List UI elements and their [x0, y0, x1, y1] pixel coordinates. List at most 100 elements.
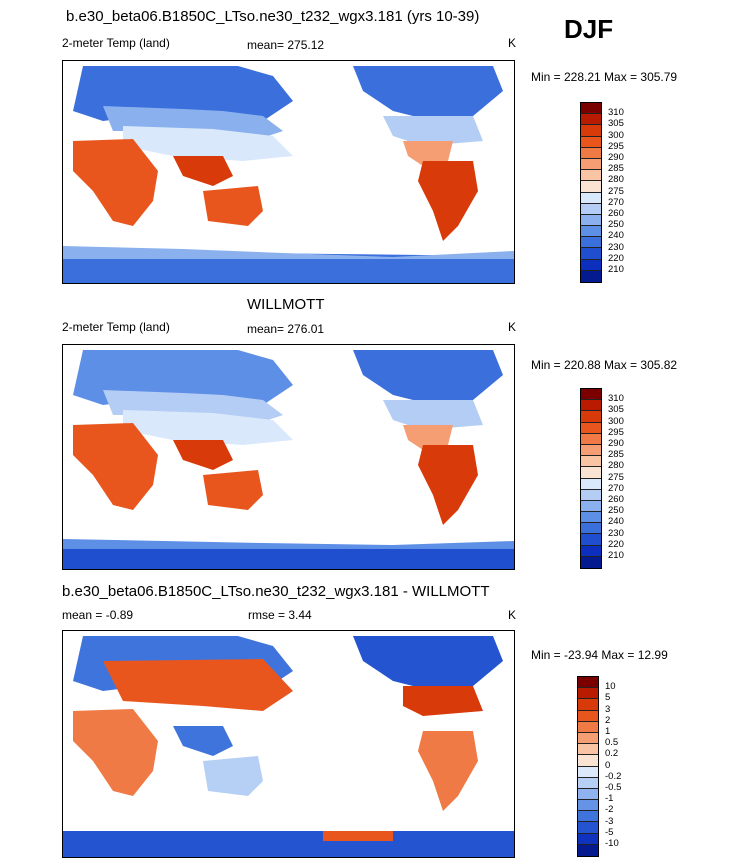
panel-2-colorbar-swatch — [581, 411, 601, 423]
panel-3-minmax: Min = -23.94 Max = 12.99 — [531, 648, 668, 662]
panel-2-minmax: Min = 220.88 Max = 305.82 — [531, 358, 678, 372]
panel-1-colorbar-swatch — [581, 170, 601, 182]
panel-1-colorbar-swatch — [581, 181, 601, 193]
panel-1-colorbar-swatch — [581, 103, 601, 115]
panel-2-colorbar-swatch — [581, 467, 601, 479]
panel-2-colorbar-tick-label: 290 — [608, 438, 624, 449]
panel-2-colorbar-tick-label: 305 — [608, 404, 624, 416]
panel-3-colorbar-tick-label: 2 — [605, 714, 611, 726]
panel-2-title: WILLMOTT — [247, 296, 325, 313]
panel-2-colorbar-swatch — [581, 456, 601, 468]
panel-1-colorbar-swatch — [581, 248, 601, 260]
panel-3-colorbar-tick-label: -1 — [605, 793, 614, 805]
panel-1-colorbar-tick-label: 300 — [608, 129, 624, 141]
panel-1-colorbar-swatch — [581, 270, 601, 282]
panel-2-colorbar-swatch — [581, 512, 601, 524]
panel-2-colorbar-box — [580, 388, 602, 569]
panel-1-colorbar-box — [580, 102, 602, 283]
panel-1-minmax: Min = 228.21 Max = 305.79 — [531, 70, 678, 84]
panel-3-colorbar-swatch — [578, 833, 598, 845]
panel-2-colorbar-tick-label: 270 — [608, 482, 624, 494]
panel-2-colorbar-swatch — [581, 534, 601, 546]
panel-3-colorbar-tick-label: 1 — [605, 726, 611, 737]
panel-3-colorbar-tick-label: -10 — [605, 838, 619, 849]
panel-2-colorbar-tick-label: 230 — [608, 527, 624, 539]
panel-3-colorbar-tick-label: -3 — [605, 815, 614, 827]
panel-3-colorbar-tick-label: -5 — [605, 826, 614, 838]
panel-1-colorbar-swatch — [581, 226, 601, 238]
panel-3-colorbar-tick-label: 10 — [605, 681, 616, 693]
panel-1-colorbar-swatch — [581, 192, 601, 204]
panel-2-colorbar-tick-label: 280 — [608, 460, 624, 472]
panel-1-colorbar-swatch — [581, 259, 601, 271]
panel-2-colorbar-tick-label: 240 — [608, 516, 624, 528]
panel-2-colorbar-tick-label: 300 — [608, 415, 624, 427]
panel-1-mean: mean= 275.12 — [247, 38, 325, 52]
panel-3-colorbar-swatch — [578, 766, 598, 778]
panel-1-colorbar-tick-label: 275 — [608, 185, 624, 197]
panel-1-colorbar-swatch — [581, 125, 601, 137]
panel-3-colorbar-tick-label: -2 — [605, 804, 614, 816]
panel-3-colorbar-tick-label: 5 — [605, 692, 611, 704]
panel-2-colorbar-swatch — [581, 433, 601, 445]
season-label: DJF — [564, 14, 614, 44]
panel-1-colorbar-swatch — [581, 114, 601, 126]
panel-3-colorbar-tick-label: -0.5 — [605, 782, 622, 793]
panel-3-colorbar-swatch — [578, 788, 598, 801]
panel-3-rmse: rmse = 3.44 — [248, 608, 312, 622]
panel-2-colorbar-swatch — [581, 523, 601, 535]
panel-3-colorbar-swatch — [578, 822, 598, 834]
panel-1-colorbar-tick-label: 250 — [608, 219, 624, 231]
panel-2-colorbar-swatch — [581, 400, 601, 412]
panel-3-colorbar-swatch — [578, 710, 598, 722]
panel-2-colorbar-tick-label: 295 — [608, 426, 624, 438]
panel-3-colorbar-swatch — [578, 677, 598, 689]
panel-1-title: b.e30_beta06.B1850C_LTso.ne30_t232_wgx3.… — [66, 8, 480, 25]
panel-2-colorbar-swatch — [581, 389, 601, 401]
panel-1-map-svg — [63, 66, 514, 283]
panel-1-colorbar-tick-label: 210 — [608, 264, 624, 275]
panel-3-colorbar-tick-label: -0.2 — [605, 770, 622, 782]
panel-2-units: K — [508, 320, 517, 334]
panel-2-map-svg — [63, 350, 514, 569]
panel-1-colorbar-tick-label: 285 — [608, 163, 624, 175]
panel-1-colorbar-swatch — [581, 136, 601, 148]
panel-1-colorbar-tick-label: 270 — [608, 196, 624, 208]
panel-1-colorbar-tick-label: 240 — [608, 230, 624, 242]
panel-3-colorbar-swatch — [578, 844, 598, 856]
panel-2-colorbar-swatch — [581, 545, 601, 557]
panel-1-colorbar-tick-label: 280 — [608, 174, 624, 186]
panel-2-colorbar-tick-label: 275 — [608, 471, 624, 483]
panel-2-colorbar-swatch — [581, 444, 601, 457]
panel-3-colorbar-tick-label: 0.5 — [605, 737, 619, 749]
panel-3-colorbar-tick-label: 3 — [605, 703, 611, 715]
panel-2-colorbar-tick-label: 220 — [608, 538, 624, 550]
panel-2-colorbar-tick-label: 310 — [608, 393, 624, 405]
panel-2-colorbar-swatch — [581, 478, 601, 490]
panel-3-colorbar-swatch — [578, 732, 598, 745]
panel-2-mean: mean= 276.01 — [247, 322, 325, 336]
panel-3-colorbar-swatch — [578, 688, 598, 700]
panel-3-map — [62, 630, 515, 858]
panel-1-colorbar-tick-label: 310 — [608, 107, 624, 119]
panel-1-colorbar-swatch — [581, 147, 601, 159]
panel-3-mean: mean = -0.89 — [62, 608, 134, 622]
panel-3-colorbar-swatch — [578, 699, 598, 711]
panel-1-colorbar-swatch — [581, 158, 601, 171]
panel-1-colorbar-tick-label: 295 — [608, 140, 624, 152]
panel-3-colorbar-swatch — [578, 721, 598, 733]
panel-1-map — [62, 60, 515, 284]
panel-2-colorbar-swatch — [581, 556, 601, 568]
panel-3-colorbar-tick-label: 0.2 — [605, 748, 619, 760]
panel-3-map-svg — [63, 636, 514, 857]
panel-3-colorbar-box — [577, 676, 599, 857]
panel-2-colorbar-tick-label: 250 — [608, 505, 624, 517]
panel-3-colorbar-swatch — [578, 777, 598, 789]
panel-2-map — [62, 344, 515, 570]
panel-2-colorbar-swatch — [581, 500, 601, 513]
panel-2-colorbar-swatch — [581, 489, 601, 501]
panel-1-colorbar-swatch — [581, 203, 601, 215]
panel-3-colorbar-swatch — [578, 800, 598, 812]
panel-1-colorbar-tick-label: 305 — [608, 118, 624, 130]
panel-1-colorbar-tick-label: 220 — [608, 252, 624, 264]
